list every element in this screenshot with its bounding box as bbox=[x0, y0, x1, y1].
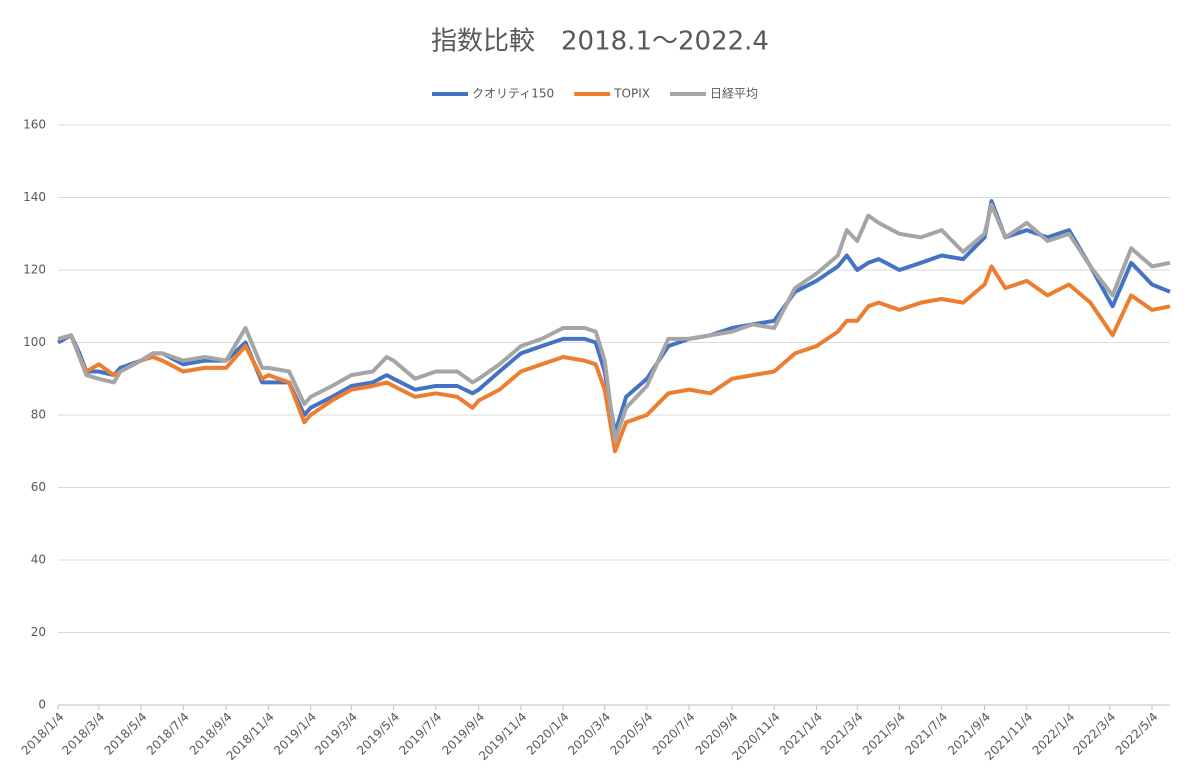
y-tick-label: 40 bbox=[31, 553, 46, 567]
y-tick-label: 20 bbox=[31, 625, 46, 639]
y-tick-label: 120 bbox=[23, 263, 46, 277]
y-tick-label: 80 bbox=[31, 408, 46, 422]
legend-label: TOPIX bbox=[613, 87, 650, 101]
series-line bbox=[57, 199, 1171, 436]
legend-label: クオリティ150 bbox=[472, 87, 554, 101]
y-tick-label: 60 bbox=[31, 480, 46, 494]
series-line bbox=[57, 202, 1171, 443]
chart-title: 指数比較 2018.1～2022.4 bbox=[431, 27, 769, 57]
y-tick-label: 0 bbox=[38, 698, 46, 712]
y-tick-label: 140 bbox=[23, 190, 46, 204]
legend: クオリティ150 TOPIX 日経平均 bbox=[432, 87, 758, 101]
y-tick-label: 160 bbox=[23, 118, 46, 132]
y-tick-label: 100 bbox=[23, 335, 46, 349]
series-line bbox=[57, 264, 1171, 454]
legend-label: 日経平均 bbox=[710, 87, 758, 101]
